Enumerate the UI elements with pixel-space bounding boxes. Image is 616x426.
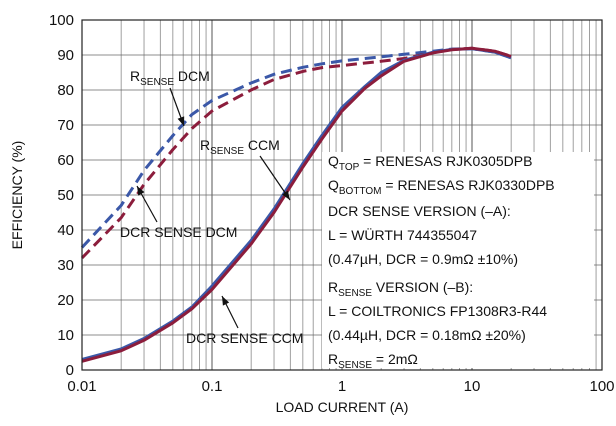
annotation-line: DCR SENSE VERSION (–A):	[328, 203, 511, 219]
y-tick-label: 20	[57, 292, 74, 309]
y-tick-label: 40	[57, 222, 74, 239]
x-tick-label: 0.1	[202, 378, 223, 395]
y-tick-label: 100	[49, 12, 74, 29]
series-callouts: RSENSE DCM RSENSE CCM DCR SENSE DCM DCR SEN…	[120, 68, 303, 346]
annotation-line: QBOTTOM = RENESAS RJK0330DPB	[328, 177, 555, 197]
y-tick-label: 10	[57, 327, 74, 344]
annotation-block: QTOP = RENESAS RJK0305DPB QBOTTOM = RENES…	[322, 152, 594, 371]
series-label: RSENSE DCM	[130, 68, 210, 88]
series-line-3	[81, 46, 512, 363]
annotation-line: RSENSE = 2mΩ	[328, 351, 418, 371]
y-tick-label: 0	[66, 362, 74, 379]
y-tick-label: 30	[57, 257, 74, 274]
x-tick-label: 0.01	[67, 378, 96, 395]
callout-arrowhead	[177, 116, 185, 126]
series-label: RSENSE CCM	[200, 137, 280, 157]
tick-labels: 0.01 0.1 1 10 100 0 10 20 30 40 50 60 70 80 90 100	[49, 12, 615, 395]
x-tick-label: 10	[464, 378, 481, 395]
x-tick-label: 100	[589, 378, 614, 395]
annotation-line: RSENSE VERSION (–B):	[328, 279, 473, 299]
annotation-line: (0.44µH, DCR = 0.18mΩ ±20%)	[328, 327, 526, 343]
y-axis-label: EFFICIENCY (%)	[9, 141, 25, 250]
x-axis-label: LOAD CURRENT (A)	[276, 399, 409, 415]
series-label: DCR SENSE CCM	[186, 330, 303, 346]
y-tick-label: 80	[57, 82, 74, 99]
y-tick-label: 90	[57, 47, 74, 64]
annotation-line: L = COILTRONICS FP1308R3-R44	[328, 303, 547, 319]
callout-arrowhead	[137, 186, 145, 196]
callout-arrowhead	[222, 296, 230, 306]
y-tick-label: 50	[57, 187, 74, 204]
y-tick-label: 70	[57, 117, 74, 134]
x-tick-label: 1	[338, 378, 346, 395]
series-lines	[80, 46, 512, 363]
callout-arrowhead	[282, 190, 290, 200]
plot-frame	[81, 19, 603, 371]
annotation-line: QTOP = RENESAS RJK0305DPB	[328, 153, 532, 173]
annotation-line: L = WÜRTH 744355047	[328, 226, 477, 243]
series-label: DCR SENSE DCM	[120, 224, 237, 240]
annotation-background	[322, 152, 594, 368]
y-tick-label: 60	[57, 152, 74, 169]
annotation-line: (0.47µH, DCR = 0.9mΩ ±10%)	[328, 251, 518, 267]
